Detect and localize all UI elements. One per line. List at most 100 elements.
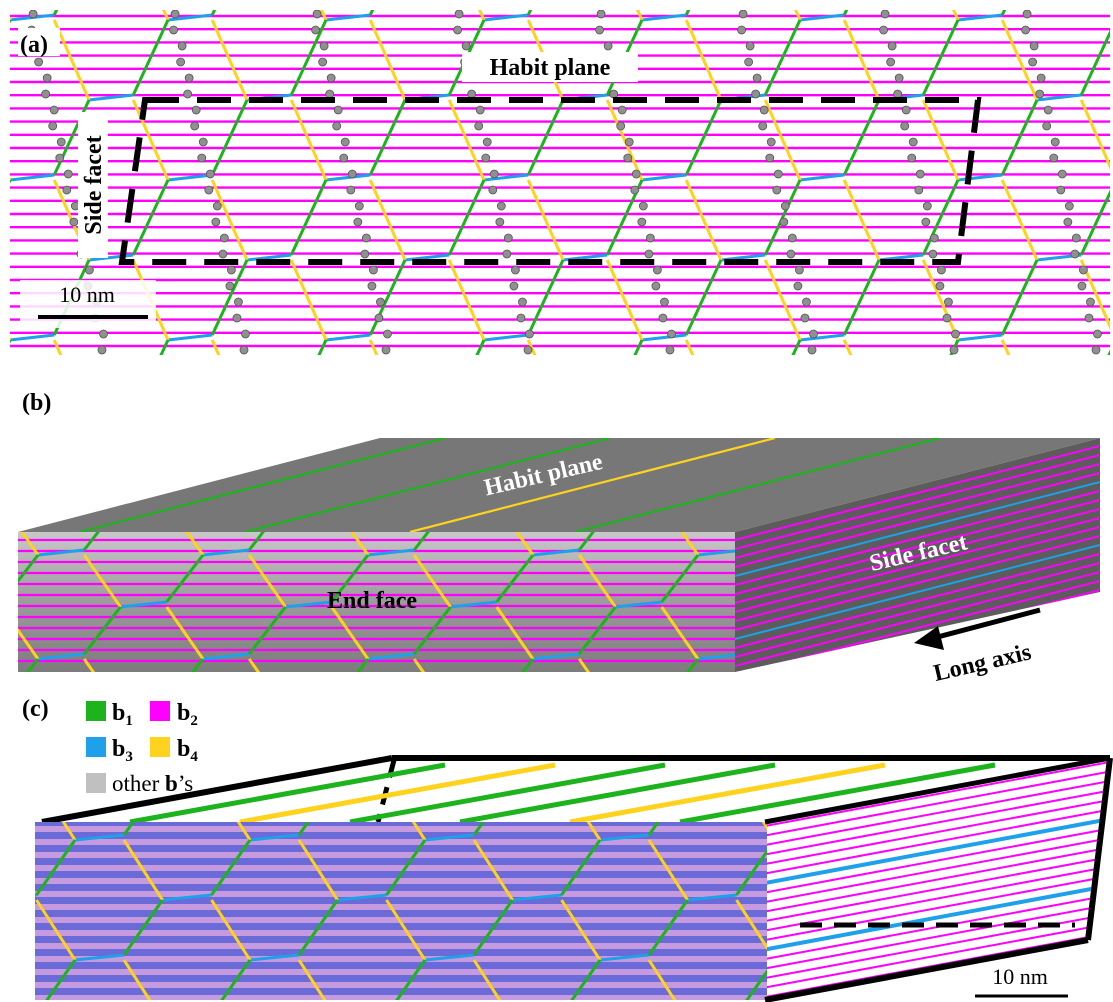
b3-segment [879,415,923,420]
b4-segment [577,554,617,608]
b4-segment [447,259,486,341]
b3-segment [74,833,125,842]
b4-segment [660,606,700,660]
atom-dot [802,297,811,307]
atom-dot [225,281,235,291]
side-line [765,846,1110,913]
b1-segment [330,658,370,672]
b4-segment [605,259,644,341]
b1-segment [330,554,370,603]
atom-dot [766,137,776,147]
b4-segment [210,19,249,101]
side-line [735,535,1100,631]
atom-dot [383,329,392,339]
atom-dot [226,265,236,275]
atom-dot [1022,10,1032,19]
b3-segment [781,706,827,711]
atom-dot [758,121,768,131]
b3-segment [641,333,687,342]
b4-segment [52,339,63,355]
b1-segment [472,822,485,836]
atom-dot [887,41,897,51]
atom-dot [232,313,242,323]
b3-segment [120,600,167,609]
box-edge-right [1085,757,1113,941]
atom-dot [616,121,626,131]
b4-segment [763,99,802,181]
b3-segment [89,415,133,420]
atom-stripe [35,865,767,871]
top-line [459,762,776,825]
side-line [765,883,1110,952]
legend-swatch-other [86,773,106,793]
atom-dot [1079,265,1088,275]
b4-segment [297,959,327,1000]
atom-dot [503,233,513,243]
atom-dot [339,153,349,163]
side-line [765,837,1110,903]
b1-segment [210,99,249,176]
atom-dot [1084,313,1094,323]
b3-segment [697,652,735,661]
b4-segment [842,19,881,101]
atom-dot [332,121,342,131]
atom-dot [374,313,384,323]
side-facet-label-a: Side facet [81,135,107,234]
b4-segment [210,899,252,961]
atom-dot [596,10,606,19]
slab-top-face [18,438,1100,532]
b4-segment [10,336,12,340]
top-line [239,762,556,825]
atom-dot [901,105,911,115]
b1-segment [647,822,660,836]
b3-segment [424,833,475,842]
atom-dot [1064,201,1074,211]
b3-segment [337,893,387,902]
atom-dot [49,105,59,115]
legend-swatch-b1 [86,701,106,721]
b3-segment [599,953,650,962]
atom-dot [211,217,221,227]
b1-segment [1079,29,1110,96]
atom-dot [744,57,754,67]
side-line [765,808,1110,875]
atom-dot [170,10,180,19]
b4-segment [122,959,152,1000]
b4-segment [495,532,535,556]
atom-stripe [35,891,767,897]
atom-dot [879,25,888,35]
atom-stripe [35,904,767,910]
atom-dot [1070,249,1080,259]
atom-dot [376,297,385,307]
atom-dot [651,281,661,291]
b1-segment [220,959,252,1000]
dislocation-network-front-b [18,532,827,711]
b4-segment [526,339,537,355]
side-line [735,553,1100,649]
b1-segment [647,899,689,956]
side-line [735,526,1100,622]
b1-segment [131,19,170,96]
b4-segment [763,259,802,341]
b4-segment [210,179,249,261]
atom-dot [474,121,484,131]
b3-segment [88,93,134,102]
b1-segment [560,839,602,896]
atom-stripe [35,956,767,962]
top-line [129,762,446,825]
b4-segment [447,99,486,181]
b4-segment [472,839,514,901]
b1-segment [684,10,691,16]
b4-segment [411,822,427,841]
atom-dot [637,217,647,227]
b3-segment [10,173,55,182]
side-line [735,544,1100,640]
legend-label-b3: b3 [112,736,133,765]
atom-dot [1056,185,1066,195]
box-edge-front-top [764,755,1111,825]
atom-dot [511,265,520,275]
side-line [765,827,1110,894]
b1-segment [122,899,164,956]
b1-segment [495,658,535,672]
b3-segment [532,652,580,661]
